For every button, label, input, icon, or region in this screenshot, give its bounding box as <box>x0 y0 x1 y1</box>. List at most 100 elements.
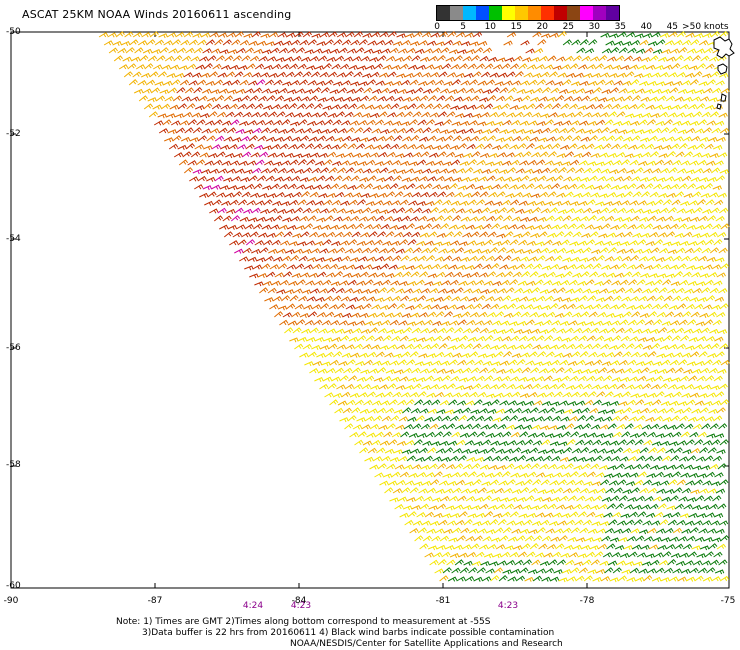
wind-barb <box>526 103 536 110</box>
wind-barb <box>466 104 477 110</box>
wind-barb <box>138 95 148 102</box>
wind-barb <box>268 208 278 214</box>
wind-barb <box>527 335 537 342</box>
wind-barb <box>638 119 648 126</box>
wind-barb <box>478 408 489 414</box>
wind-barb <box>511 528 521 534</box>
wind-barb <box>532 168 542 174</box>
wind-barb <box>166 73 176 79</box>
wind-barb <box>293 153 303 159</box>
wind-barb <box>706 567 716 574</box>
wind-barb <box>464 32 474 38</box>
wind-barb <box>682 407 692 414</box>
wind-barb <box>556 192 566 198</box>
wind-barb <box>257 95 268 102</box>
wind-barb <box>575 537 586 543</box>
wind-barb <box>457 224 467 230</box>
wind-barb <box>572 369 583 375</box>
wind-barb <box>489 479 499 486</box>
wind-barb <box>389 497 399 503</box>
wind-barb <box>614 447 624 454</box>
wind-barb <box>484 334 494 342</box>
wind-barb <box>594 240 604 246</box>
wind-barb <box>711 304 721 310</box>
wind-barb <box>322 239 332 246</box>
colorbar-tick: 35 <box>614 22 627 32</box>
wind-barb <box>132 71 142 78</box>
wind-barb <box>472 248 482 254</box>
wind-barb <box>424 103 434 110</box>
wind-barb <box>616 248 626 254</box>
wind-barb <box>290 121 300 127</box>
wind-barb <box>528 391 538 398</box>
wind-barb <box>476 255 487 262</box>
wind-barb <box>473 535 483 542</box>
wind-barb <box>344 288 354 294</box>
wind-barb <box>434 568 444 574</box>
wind-barb <box>396 479 406 486</box>
wind-barb <box>638 568 648 574</box>
wind-barb <box>377 151 388 158</box>
wind-barb <box>359 408 370 414</box>
wind-barb <box>635 361 646 367</box>
wind-barb <box>448 399 458 406</box>
wind-barb <box>566 167 576 174</box>
wind-barb <box>623 231 633 238</box>
wind-barb <box>283 97 293 103</box>
wind-barb <box>488 247 499 254</box>
wind-barb <box>391 432 402 438</box>
wind-barb <box>620 241 630 247</box>
wind-barb <box>323 337 333 343</box>
wind-barb <box>495 311 505 318</box>
wind-barb <box>675 463 685 470</box>
wind-barb <box>541 167 551 174</box>
wind-barb <box>222 80 232 86</box>
wind-barb <box>317 97 327 103</box>
wind-barb <box>506 383 516 390</box>
wind-barb <box>384 448 395 454</box>
wind-barb <box>626 536 637 542</box>
wind-barb <box>686 399 696 406</box>
wind-barb <box>342 135 352 142</box>
wind-barb <box>655 433 665 439</box>
wind-barb <box>519 256 529 262</box>
wind-barb <box>686 535 696 542</box>
wind-barb <box>525 89 535 95</box>
wind-barb <box>704 104 715 110</box>
wind-barb <box>610 47 620 54</box>
wind-barb <box>665 231 676 238</box>
wind-barb <box>427 545 438 551</box>
wind-barb <box>187 160 197 166</box>
wind-barb <box>612 121 623 127</box>
wind-barb <box>365 201 375 207</box>
wind-barb <box>346 223 356 230</box>
wind-barb <box>569 335 579 342</box>
wind-barb <box>487 231 497 238</box>
wind-barb <box>589 368 600 375</box>
wind-barb <box>147 97 157 103</box>
wind-barb <box>602 416 613 422</box>
wind-barb <box>552 240 562 246</box>
wind-barb <box>588 488 598 494</box>
wind-barb <box>362 73 372 79</box>
wind-barb <box>439 575 449 582</box>
wind-barb <box>525 360 535 366</box>
wind-barb <box>668 127 679 134</box>
wind-barb <box>264 297 274 303</box>
wind-barb <box>506 167 517 174</box>
wind-barb <box>582 559 592 566</box>
wind-barb <box>616 383 626 390</box>
wind-barb <box>587 432 597 438</box>
wind-barb <box>356 280 366 286</box>
wind-barb <box>503 176 513 182</box>
wind-barb <box>211 103 222 110</box>
wind-barb <box>159 89 169 95</box>
wind-barb <box>435 41 445 47</box>
wind-barb <box>235 128 245 135</box>
wind-barb <box>530 233 540 239</box>
wind-barb <box>493 336 503 342</box>
wind-barb <box>523 249 533 255</box>
wind-barb <box>423 319 433 326</box>
wind-barb <box>415 184 425 190</box>
wind-barb <box>606 96 616 103</box>
